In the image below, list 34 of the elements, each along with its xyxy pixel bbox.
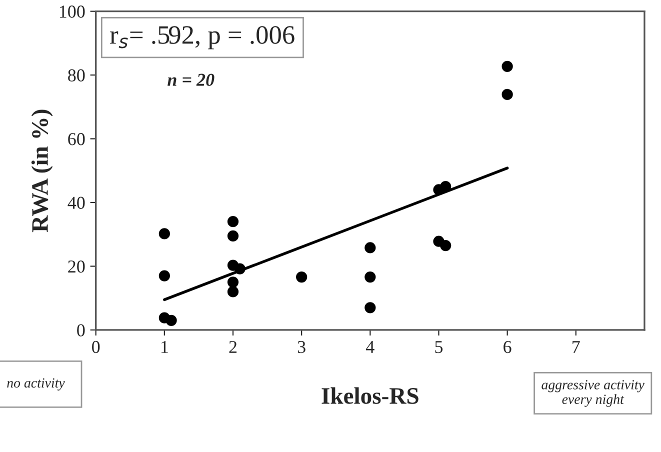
text: no activity [7, 378, 65, 390]
point [166, 314, 177, 326]
x-tick-label: 4 [366, 341, 374, 353]
point [364, 271, 376, 283]
point [440, 240, 452, 252]
point [227, 216, 239, 228]
y-tick-label: 0 [77, 324, 85, 336]
x-tick-label: 6 [504, 340, 512, 354]
y-axis-title: RWA (in %) [31, 110, 53, 232]
point [158, 270, 170, 282]
x-tick-label: 5 [435, 341, 443, 354]
point [502, 60, 513, 72]
y-tick-label: 100 [60, 6, 85, 18]
y-tick-label: 60 [68, 133, 85, 146]
point [227, 276, 239, 288]
annotation: n = 20 [168, 74, 214, 86]
point [227, 230, 239, 242]
point [158, 228, 170, 240]
x-tick-label: 0 [92, 340, 100, 354]
x-tick-label: 7 [572, 341, 580, 353]
x-axis-title: Ikelos-RS [322, 387, 418, 404]
x-tick-label: 3 [298, 340, 306, 354]
x-tick-label: 2 [229, 340, 237, 353]
y-tick-label: 40 [68, 196, 85, 209]
text: aggressive activity every night [542, 380, 644, 407]
point [364, 302, 376, 314]
point [364, 242, 376, 254]
y-tick-label: 80 [68, 69, 85, 82]
point [502, 88, 513, 100]
y-tick-label: 20 [68, 260, 85, 273]
point [227, 286, 239, 298]
point [296, 271, 308, 283]
x-tick-label: 1 [162, 340, 168, 353]
annotation: r$_{s}$= .592, p = .006 [110, 26, 294, 50]
